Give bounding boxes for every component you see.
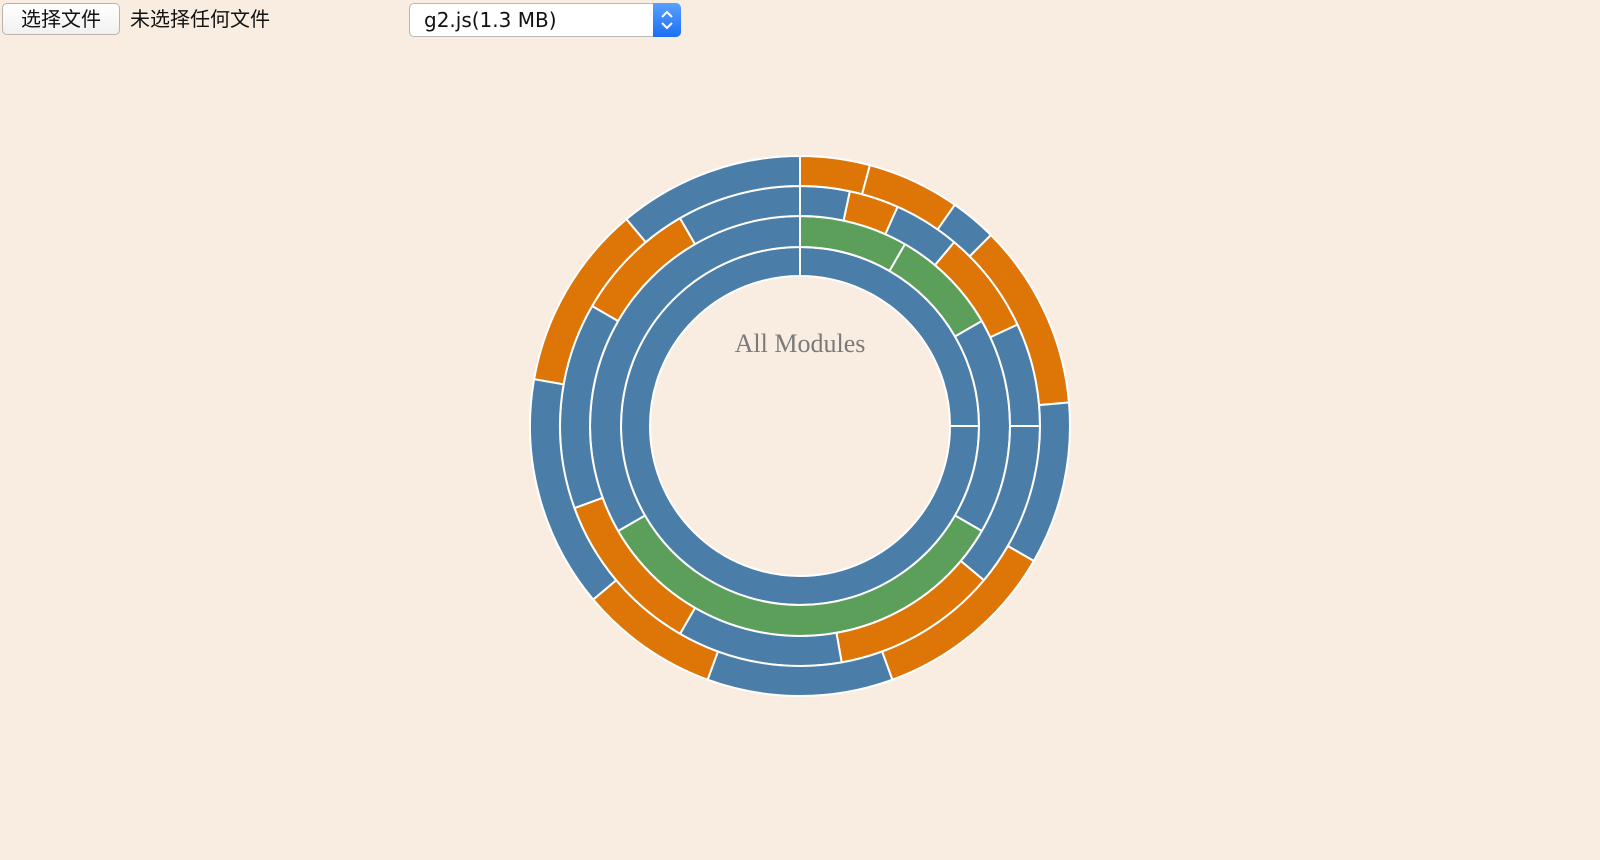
toolbar: 选择文件 未选择任何文件 g2.js(1.3 MB) — [0, 0, 1600, 40]
select-arrows-icon[interactable] — [653, 3, 681, 37]
sunburst-svg: All Modules — [529, 154, 1071, 697]
bundle-select[interactable]: g2.js(1.3 MB) — [409, 3, 681, 37]
chart-title: All Modules — [735, 329, 866, 358]
sunburst-segment-ring3-0[interactable] — [799, 184, 852, 222]
sunburst-segment-ring4-10[interactable] — [625, 154, 801, 244]
sunburst-segments — [529, 154, 1071, 697]
choose-file-button[interactable]: 选择文件 — [2, 3, 120, 35]
file-selection-status: 未选择任何文件 — [130, 7, 270, 31]
select-arrows-svg — [661, 10, 673, 30]
bundle-select-value: g2.js(1.3 MB) — [424, 8, 557, 32]
sunburst-chart: All Modules — [0, 40, 1600, 856]
